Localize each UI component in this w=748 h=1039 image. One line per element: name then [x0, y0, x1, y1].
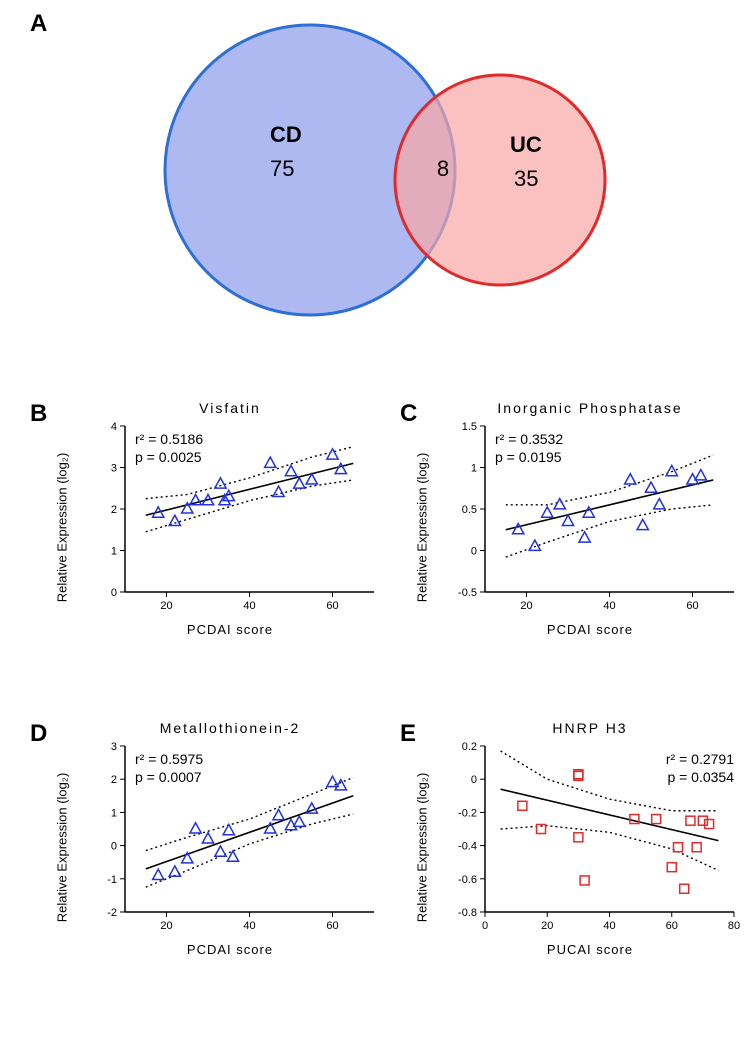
scatter-e-ylabel: Relative Expression (log₂) [415, 773, 430, 923]
scatter-c-r2: r² = 0.3532 [495, 430, 563, 448]
venn-diagram: CD 75 UC 35 8 [60, 0, 660, 360]
svg-text:8: 8 [437, 156, 449, 181]
scatter-d-stats: r² = 0.5975 p = 0.0007 [135, 750, 203, 786]
svg-text:40: 40 [603, 600, 615, 612]
svg-text:40: 40 [243, 920, 255, 932]
svg-text:1.5: 1.5 [462, 421, 477, 433]
scatter-e-stats: r² = 0.2791 p = 0.0354 [666, 750, 734, 786]
svg-text:75: 75 [270, 156, 294, 181]
svg-text:60: 60 [326, 920, 338, 932]
svg-text:1: 1 [111, 807, 117, 819]
scatter-b: Visfatin Relative Expression (log₂) 2040… [80, 400, 380, 660]
scatter-b-stats: r² = 0.5186 p = 0.0025 [135, 430, 203, 466]
svg-text:20: 20 [520, 600, 532, 612]
svg-text:20: 20 [160, 920, 172, 932]
svg-text:1: 1 [471, 463, 477, 475]
panel-label-e: E [400, 720, 416, 748]
svg-text:0.2: 0.2 [462, 741, 477, 753]
svg-text:40: 40 [603, 920, 615, 932]
scatter-d-xlabel: PCDAI score [80, 942, 380, 957]
scatter-d-p: p = 0.0007 [135, 768, 203, 786]
svg-text:0: 0 [471, 546, 477, 558]
scatter-b-title: Visfatin [80, 400, 380, 416]
scatter-d-ylabel: Relative Expression (log₂) [55, 773, 70, 923]
svg-text:60: 60 [686, 600, 698, 612]
svg-text:0: 0 [482, 920, 488, 932]
svg-text:UC: UC [510, 132, 542, 157]
panel-label-b: B [30, 400, 47, 428]
scatter-b-xlabel: PCDAI score [80, 622, 380, 637]
scatter-b-ylabel: Relative Expression (log₂) [55, 453, 70, 603]
scatter-c-ylabel: Relative Expression (log₂) [415, 453, 430, 603]
scatter-d: Metallothionein-2 Relative Expression (l… [80, 720, 380, 980]
scatter-d-r2: r² = 0.5975 [135, 750, 203, 768]
svg-text:2: 2 [111, 774, 117, 786]
svg-text:3: 3 [111, 741, 117, 753]
scatter-e-title: HNRP H3 [440, 720, 740, 736]
scatter-e-p: p = 0.0354 [666, 768, 734, 786]
svg-text:40: 40 [243, 600, 255, 612]
svg-text:-0.4: -0.4 [458, 841, 477, 853]
svg-text:20: 20 [541, 920, 553, 932]
svg-text:2: 2 [111, 504, 117, 516]
svg-text:-0.6: -0.6 [458, 874, 477, 886]
scatter-e-xlabel: PUCAI score [440, 942, 740, 957]
svg-text:-0.8: -0.8 [458, 907, 477, 919]
svg-text:4: 4 [111, 421, 117, 433]
svg-text:-0.5: -0.5 [458, 587, 477, 599]
panel-label-d: D [30, 720, 47, 748]
panel-label-a: A [30, 10, 47, 38]
scatter-b-p: p = 0.0025 [135, 448, 203, 466]
scatter-c-p: p = 0.0195 [495, 448, 563, 466]
scatter-c-title: Inorganic Phosphatase [440, 400, 740, 416]
scatter-e: HNRP H3 Relative Expression (log₂) 02040… [440, 720, 740, 980]
svg-text:35: 35 [514, 166, 538, 191]
svg-text:80: 80 [728, 920, 740, 932]
scatter-c-stats: r² = 0.3532 p = 0.0195 [495, 430, 563, 466]
svg-text:0: 0 [111, 587, 117, 599]
svg-text:-0.2: -0.2 [458, 807, 477, 819]
scatter-c: Inorganic Phosphatase Relative Expressio… [440, 400, 740, 660]
svg-text:20: 20 [160, 600, 172, 612]
scatter-e-r2: r² = 0.2791 [666, 750, 734, 768]
svg-text:0.5: 0.5 [462, 504, 477, 516]
svg-text:1: 1 [111, 546, 117, 558]
scatter-d-title: Metallothionein-2 [80, 720, 380, 736]
svg-text:-2: -2 [107, 907, 117, 919]
svg-text:0: 0 [471, 774, 477, 786]
svg-text:60: 60 [326, 600, 338, 612]
svg-text:3: 3 [111, 463, 117, 475]
svg-text:0: 0 [111, 841, 117, 853]
scatter-b-r2: r² = 0.5186 [135, 430, 203, 448]
figure: A CD75UC358 B Visfatin Relative Expressi… [0, 0, 748, 1039]
scatter-c-xlabel: PCDAI score [440, 622, 740, 637]
svg-text:CD: CD [270, 122, 302, 147]
panel-label-c: C [400, 400, 417, 428]
svg-text:-1: -1 [107, 874, 117, 886]
svg-text:60: 60 [666, 920, 678, 932]
